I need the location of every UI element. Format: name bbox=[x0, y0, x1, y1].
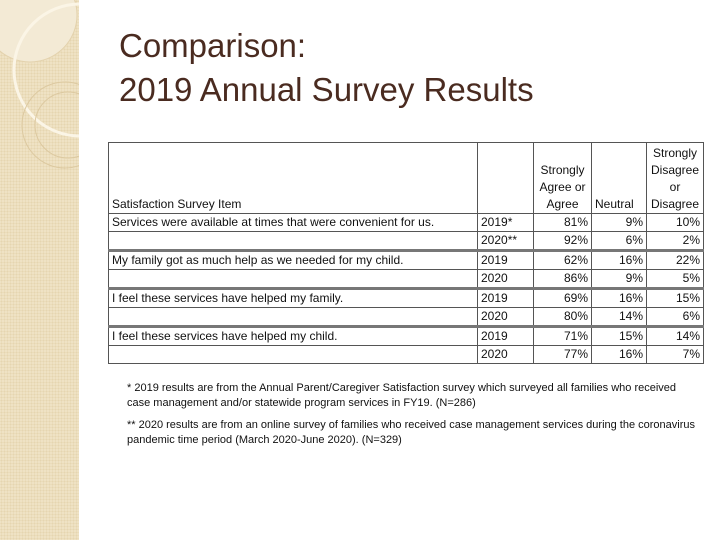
cell-item bbox=[108, 345, 478, 364]
cell-agree: 62% bbox=[533, 249, 592, 270]
cell-year: 2019* bbox=[477, 213, 534, 232]
title-line-2: 2019 Annual Survey Results bbox=[119, 71, 534, 108]
table-row: 2020** 92% 6% 2% bbox=[108, 231, 704, 251]
cell-agree: 80% bbox=[533, 307, 592, 327]
cell-item: My family got as much help as we needed … bbox=[108, 249, 478, 270]
header-year bbox=[477, 142, 534, 214]
cell-disagree: 6% bbox=[646, 307, 704, 327]
cell-neutral: 16% bbox=[591, 345, 647, 364]
table-row: I feel these services have helped my fam… bbox=[108, 287, 704, 308]
decorative-circles bbox=[0, 0, 79, 169]
cell-neutral: 14% bbox=[591, 307, 647, 327]
table-row: My family got as much help as we needed … bbox=[108, 249, 704, 270]
cell-item: I feel these services have helped my fam… bbox=[108, 287, 478, 308]
cell-agree: 77% bbox=[533, 345, 592, 364]
cell-disagree: 15% bbox=[646, 287, 704, 308]
cell-agree: 81% bbox=[533, 213, 592, 232]
table-row: 2020 86% 9% 5% bbox=[108, 269, 704, 289]
cell-neutral: 6% bbox=[591, 231, 647, 251]
header-disagree: Strongly Disagree or Disagree bbox=[646, 142, 704, 214]
footnote-2019: * 2019 results are from the Annual Paren… bbox=[127, 382, 677, 409]
cell-agree: 69% bbox=[533, 287, 592, 308]
cell-disagree: 14% bbox=[646, 325, 704, 346]
cell-item bbox=[108, 231, 478, 251]
cell-year: 2020 bbox=[477, 345, 534, 364]
cell-neutral: 9% bbox=[591, 269, 647, 289]
title-line-1: Comparison: bbox=[119, 27, 307, 64]
cell-year: 2019 bbox=[477, 325, 534, 346]
cell-agree: 86% bbox=[533, 269, 592, 289]
cell-disagree: 22% bbox=[646, 249, 704, 270]
cell-item bbox=[108, 269, 478, 289]
cell-year: 2019 bbox=[477, 249, 534, 270]
cell-item: Services were available at times that we… bbox=[108, 213, 478, 232]
cell-disagree: 10% bbox=[646, 213, 704, 232]
cell-disagree: 2% bbox=[646, 231, 704, 251]
cell-year: 2020 bbox=[477, 307, 534, 327]
cell-neutral: 9% bbox=[591, 213, 647, 232]
cell-year: 2020** bbox=[477, 231, 534, 251]
cell-year: 2020 bbox=[477, 269, 534, 289]
cell-agree: 71% bbox=[533, 325, 592, 346]
cell-disagree: 7% bbox=[646, 345, 704, 364]
slide-title: Comparison: 2019 Annual Survey Results bbox=[119, 24, 534, 112]
cell-neutral: 16% bbox=[591, 249, 647, 270]
cell-item bbox=[108, 307, 478, 327]
footnotes: * 2019 results are from the Annual Paren… bbox=[127, 381, 697, 455]
header-agree: Strongly Agree or Agree bbox=[533, 142, 592, 214]
cell-agree: 92% bbox=[533, 231, 592, 251]
table-row: 2020 77% 16% 7% bbox=[108, 345, 704, 364]
cell-year: 2019 bbox=[477, 287, 534, 308]
header-neutral: Neutral bbox=[591, 142, 647, 214]
cell-disagree: 5% bbox=[646, 269, 704, 289]
table-row: Services were available at times that we… bbox=[108, 213, 704, 232]
cell-neutral: 16% bbox=[591, 287, 647, 308]
table-header-row: Satisfaction Survey Item Strongly Agree … bbox=[108, 142, 704, 214]
cell-neutral: 15% bbox=[591, 325, 647, 346]
table-row: 2020 80% 14% 6% bbox=[108, 307, 704, 327]
table-row: I feel these services have helped my chi… bbox=[108, 325, 704, 346]
cell-item: I feel these services have helped my chi… bbox=[108, 325, 478, 346]
footnote-2020: ** 2020 results are from an online surve… bbox=[127, 419, 696, 446]
survey-results-table: Satisfaction Survey Item Strongly Agree … bbox=[108, 142, 704, 364]
decorative-sidebar bbox=[0, 0, 79, 540]
header-item: Satisfaction Survey Item bbox=[108, 142, 478, 214]
